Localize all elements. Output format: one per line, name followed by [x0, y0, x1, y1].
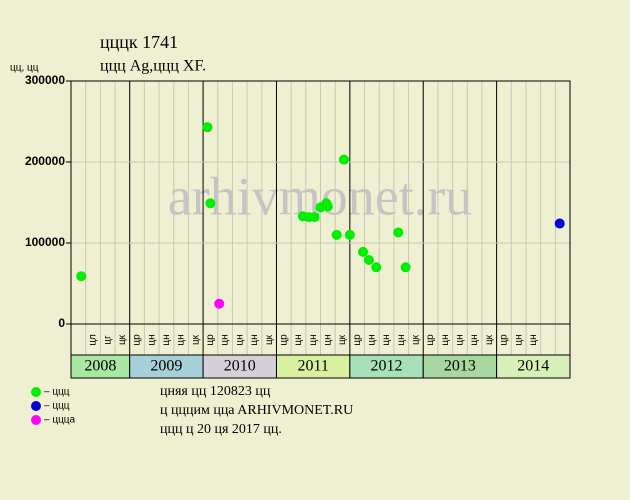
month-label: цк — [264, 334, 275, 345]
y-tick-label: 0 — [58, 316, 65, 330]
month-label: цн — [176, 334, 187, 345]
legend-label: – цццa — [44, 415, 76, 426]
y-axis-label: цц, цц — [10, 63, 39, 74]
month-label: цк — [190, 334, 201, 345]
month-label: цр — [499, 334, 510, 346]
y-tick-label: 100000 — [25, 235, 65, 249]
month-label: цл — [88, 334, 99, 346]
year-label: 2013 — [444, 358, 476, 375]
month-label: цн — [440, 334, 451, 345]
point — [554, 218, 565, 229]
month-label: цн — [249, 334, 260, 345]
chart-subtitle: ццц Ag,ццц XF. — [100, 58, 206, 75]
year-label: 2012 — [371, 358, 403, 375]
month-label: цр — [132, 334, 143, 346]
month-label: цк — [411, 334, 422, 345]
point — [371, 262, 382, 273]
month-label: цк — [337, 334, 348, 345]
month-label: цр — [205, 334, 216, 346]
month-label: цк — [484, 334, 495, 345]
year-label: 2011 — [297, 358, 328, 375]
point — [202, 122, 213, 133]
y-tick-label: 200000 — [25, 154, 65, 168]
month-label: цн — [322, 334, 333, 345]
month-label: цн — [293, 334, 304, 345]
point — [393, 227, 404, 238]
month-label: цн — [455, 334, 466, 345]
legend-label: – ццц — [44, 387, 70, 398]
point — [214, 298, 225, 309]
month-label: цн — [234, 334, 245, 345]
month-label: цр — [278, 334, 289, 346]
month-label: цн — [161, 334, 172, 345]
month-label: цн — [146, 334, 157, 345]
y-tick-label: 300000 — [25, 73, 65, 87]
month-label: цн — [469, 334, 480, 345]
note: ццц ц 20 ця 2017 цц. — [160, 422, 282, 437]
month-label: цн — [381, 334, 392, 345]
year-label: 2014 — [517, 358, 549, 375]
month-label: цн — [513, 334, 524, 345]
point — [331, 229, 342, 240]
point — [322, 201, 333, 212]
month-label: цк — [117, 334, 128, 345]
note: ц цццим ццa ARHIVMONET.RU — [160, 403, 353, 418]
point — [205, 198, 216, 209]
point — [400, 262, 411, 273]
month-label: цн — [220, 334, 231, 345]
month-label: цн — [528, 334, 539, 345]
point — [338, 154, 349, 165]
month-label: цн — [308, 334, 319, 345]
point — [309, 212, 320, 223]
year-label: 2010 — [224, 358, 256, 375]
month-label: цг — [102, 335, 113, 345]
legend-marker — [31, 415, 41, 425]
month-label: цр — [425, 334, 436, 346]
plot-frame — [70, 80, 571, 356]
note: цняя цц 120823 цц — [160, 384, 271, 399]
point — [344, 229, 355, 240]
legend-marker — [31, 387, 41, 397]
year-label: 2008 — [84, 358, 116, 375]
point — [76, 271, 87, 282]
legend-marker — [31, 401, 41, 411]
legend-label: – ццц — [44, 401, 70, 412]
month-label: цр — [352, 334, 363, 346]
month-label: цн — [396, 334, 407, 345]
chart-title: цццк 1741 — [100, 32, 178, 52]
point — [358, 246, 369, 257]
year-label: 2009 — [150, 358, 182, 375]
month-label: цн — [367, 334, 378, 345]
point — [363, 255, 374, 266]
